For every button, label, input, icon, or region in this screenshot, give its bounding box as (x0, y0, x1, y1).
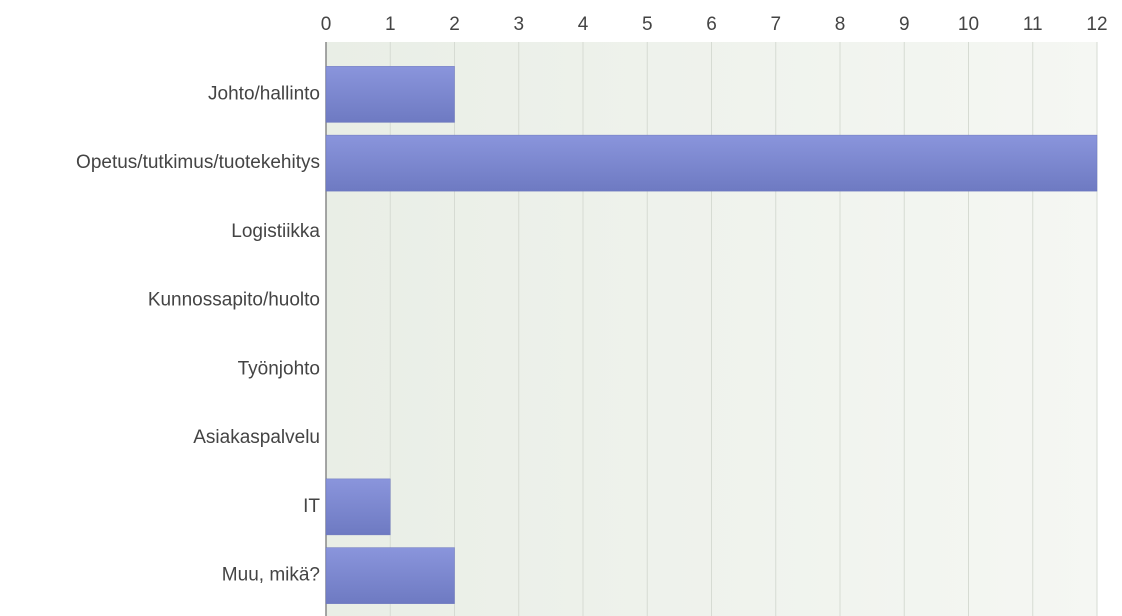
x-tick-label: 2 (449, 14, 460, 35)
bar (325, 478, 391, 536)
x-tick-label: 10 (958, 14, 979, 35)
bar (325, 134, 1098, 192)
y-tick-label: Opetus/tutkimus/tuotekehitys (76, 152, 320, 173)
bar (325, 66, 455, 123)
x-tick-label: 0 (321, 14, 332, 35)
x-tick-label: 7 (770, 14, 781, 35)
y-tick-label: Asiakaspalvelu (193, 427, 320, 448)
y-tick-label: Kunnossapito/huolto (148, 290, 320, 311)
y-tick-label: Johto/hallinto (208, 83, 320, 104)
y-tick-label: Logistiikka (231, 221, 320, 242)
y-tick-label: Työnjohto (238, 358, 320, 379)
x-tick-label: 6 (706, 14, 717, 35)
y-tick-label: IT (303, 496, 320, 517)
x-tick-label: 12 (1086, 14, 1107, 35)
x-tick-label: 5 (642, 14, 653, 35)
x-tick-label: 8 (835, 14, 846, 35)
x-tick-label: 3 (513, 14, 524, 35)
x-tick-label: 1 (385, 14, 396, 35)
x-tick-label: 11 (1023, 14, 1043, 35)
y-tick-label: Muu, mikä? (222, 565, 320, 586)
x-tick-label: 4 (578, 14, 589, 35)
x-tick-label: 9 (899, 14, 910, 35)
bar (325, 547, 455, 604)
